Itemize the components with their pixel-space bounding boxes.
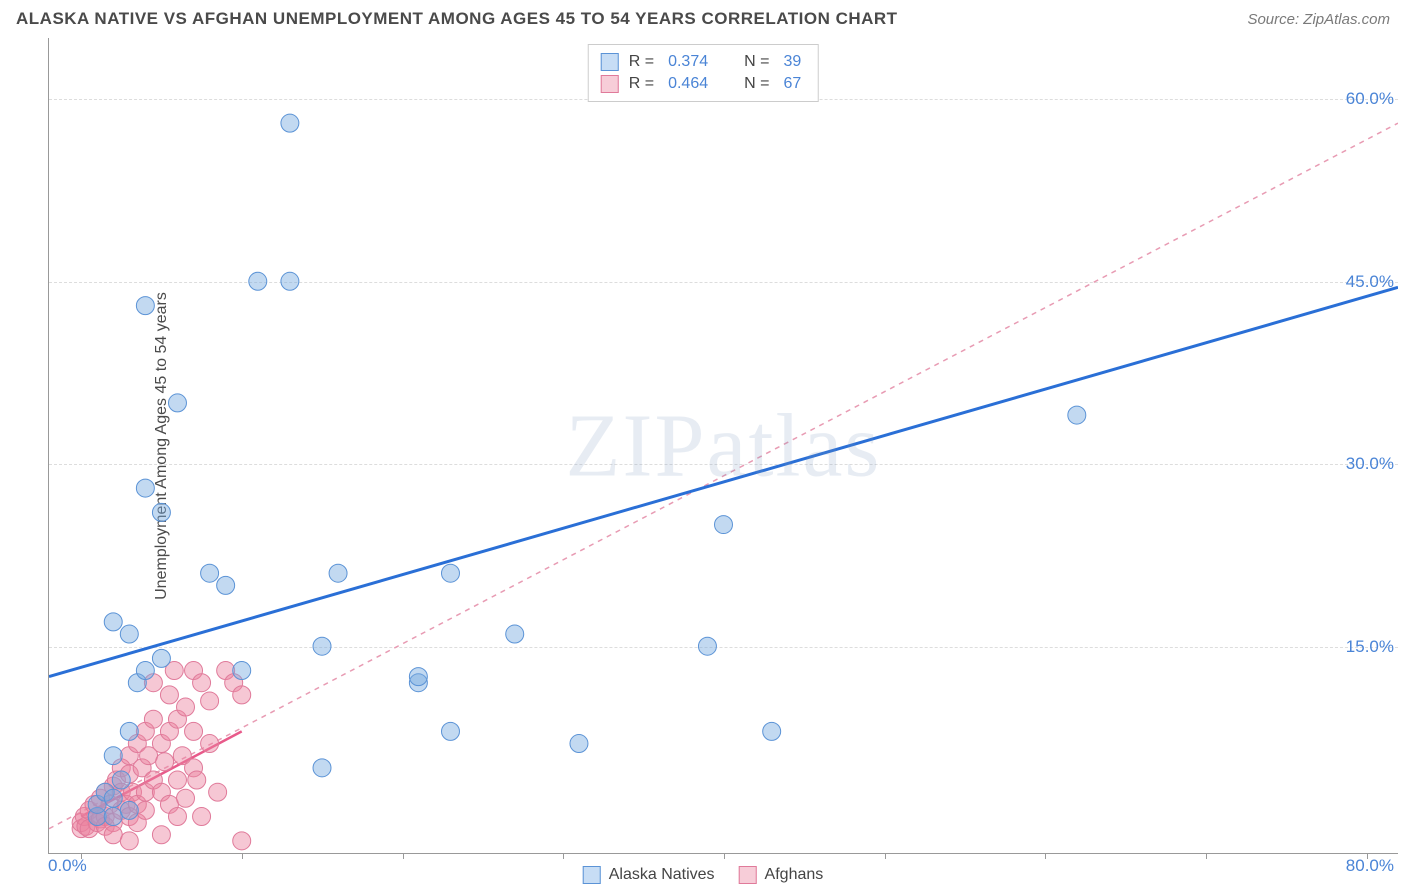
- alaska-point: [233, 662, 251, 680]
- alaska-point: [1068, 406, 1086, 424]
- afghan-point: [201, 692, 219, 710]
- source-text: Source: ZipAtlas.com: [1247, 11, 1390, 28]
- alaska-point: [120, 625, 138, 643]
- alaska-point: [136, 662, 154, 680]
- afghan-point: [188, 771, 206, 789]
- alaska-point: [120, 722, 138, 740]
- alaska-point: [104, 789, 122, 807]
- afghan-point: [193, 674, 211, 692]
- correlation-legend: R = 0.374 N = 39 R = 0.464 N = 67: [588, 44, 819, 102]
- afghan-point: [168, 771, 186, 789]
- alaska-point: [168, 394, 186, 412]
- alaska-point: [409, 668, 427, 686]
- alaska-point: [217, 576, 235, 594]
- afghan-point: [209, 783, 227, 801]
- legend-item: Alaska Natives: [583, 866, 715, 884]
- legend-label: Alaska Natives: [609, 866, 715, 884]
- legend-swatch: [739, 866, 757, 884]
- alaska-point: [112, 771, 130, 789]
- legend-n-value: 39: [783, 53, 801, 71]
- alaska-point: [136, 479, 154, 497]
- afghan-point: [233, 686, 251, 704]
- chart-title: ALASKA NATIVE VS AFGHAN UNEMPLOYMENT AMO…: [16, 9, 898, 29]
- scatter-plot: [49, 38, 1398, 853]
- legend-n-value: 67: [783, 75, 801, 93]
- afghan-point: [144, 710, 162, 728]
- alaska-point: [313, 637, 331, 655]
- afghan-point: [185, 722, 203, 740]
- x-tick: [242, 853, 243, 859]
- alaska-point: [249, 272, 267, 290]
- alaska-trend-line: [49, 287, 1398, 676]
- alaska-point: [281, 272, 299, 290]
- legend-item: Afghans: [739, 866, 824, 884]
- afghan-trend-line: [49, 123, 1398, 829]
- legend-swatch: [601, 75, 619, 93]
- x-tick-label: 0.0%: [48, 856, 87, 876]
- alaska-point: [441, 722, 459, 740]
- alaska-point: [152, 503, 170, 521]
- legend-row: R = 0.464 N = 67: [601, 73, 806, 95]
- x-tick: [1206, 853, 1207, 859]
- legend-n-label: N =: [744, 53, 769, 71]
- series-legend: Alaska Natives Afghans: [583, 866, 824, 884]
- alaska-point: [120, 801, 138, 819]
- alaska-point: [570, 735, 588, 753]
- afghan-point: [104, 826, 122, 844]
- chart-plot-area: ZIPatlas: [48, 38, 1398, 854]
- legend-row: R = 0.374 N = 39: [601, 51, 806, 73]
- alaska-point: [441, 564, 459, 582]
- afghan-point: [120, 832, 138, 850]
- afghan-point: [233, 832, 251, 850]
- alaska-point: [506, 625, 524, 643]
- y-tick-label: 30.0%: [1346, 454, 1394, 474]
- alaska-point: [136, 297, 154, 315]
- alaska-point: [715, 516, 733, 534]
- y-tick-label: 60.0%: [1346, 89, 1394, 109]
- legend-r-label: R =: [629, 75, 654, 93]
- afghan-point: [136, 801, 154, 819]
- afghan-point: [177, 789, 195, 807]
- x-tick: [724, 853, 725, 859]
- alaska-point: [698, 637, 716, 655]
- y-tick-label: 15.0%: [1346, 637, 1394, 657]
- legend-n-label: N =: [744, 75, 769, 93]
- afghan-point: [152, 826, 170, 844]
- x-tick: [885, 853, 886, 859]
- alaska-point: [329, 564, 347, 582]
- afghan-point: [168, 808, 186, 826]
- legend-r-value: 0.464: [668, 75, 708, 93]
- alaska-point: [152, 649, 170, 667]
- alaska-point: [104, 747, 122, 765]
- afghan-point: [156, 753, 174, 771]
- afghan-point: [160, 686, 178, 704]
- afghan-point: [201, 735, 219, 753]
- legend-swatch: [601, 53, 619, 71]
- x-tick-label: 80.0%: [1346, 856, 1394, 876]
- alaska-point: [201, 564, 219, 582]
- x-tick: [1045, 853, 1046, 859]
- afghan-point: [177, 698, 195, 716]
- alaska-point: [313, 759, 331, 777]
- legend-r-value: 0.374: [668, 53, 708, 71]
- x-tick: [403, 853, 404, 859]
- alaska-point: [763, 722, 781, 740]
- legend-swatch: [583, 866, 601, 884]
- legend-r-label: R =: [629, 53, 654, 71]
- y-tick-label: 45.0%: [1346, 272, 1394, 292]
- alaska-point: [104, 808, 122, 826]
- alaska-point: [281, 114, 299, 132]
- alaska-point: [104, 613, 122, 631]
- afghan-point: [193, 808, 211, 826]
- legend-label: Afghans: [765, 866, 824, 884]
- x-tick: [563, 853, 564, 859]
